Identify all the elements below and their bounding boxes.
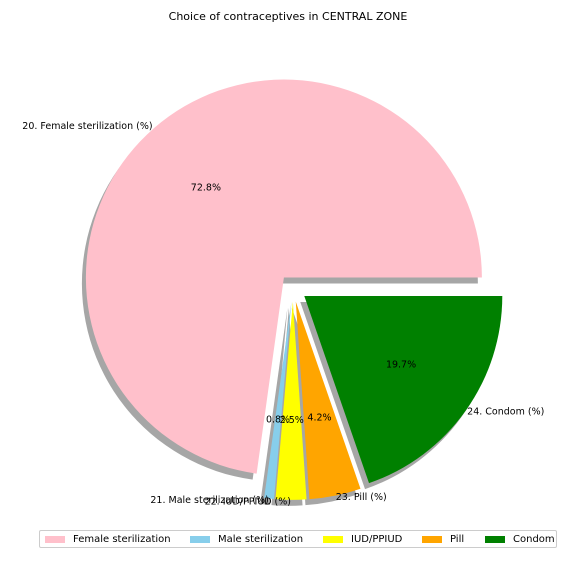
slice-label-condom: 24. Condom (%) bbox=[467, 407, 544, 418]
legend-label: IUD/PPIUD bbox=[351, 534, 403, 545]
slice-percent-iud-ppiud: 2.5% bbox=[280, 415, 304, 426]
legend-swatch bbox=[422, 536, 442, 543]
legend-label: Male sterilization bbox=[218, 534, 304, 545]
legend-swatch bbox=[45, 536, 65, 543]
pie-slice-condom bbox=[304, 296, 503, 484]
pie-slice-iud-ppiud bbox=[275, 301, 307, 500]
legend-swatch bbox=[323, 536, 343, 543]
pie-slice-pill bbox=[295, 301, 361, 500]
slice-percent-male-sterilization: 0.8% bbox=[266, 414, 290, 425]
slice-label-pill: 23. Pill (%) bbox=[336, 492, 387, 503]
legend-label: Female sterilization bbox=[73, 534, 171, 545]
slice-percent-pill: 4.2% bbox=[307, 412, 331, 423]
pie-slice-shadow-male-sterilization bbox=[260, 307, 288, 506]
legend-label: Pill bbox=[450, 534, 465, 545]
slice-label-female-sterilization: 20. Female sterilization (%) bbox=[22, 121, 152, 132]
slice-percent-female-sterilization: 72.8% bbox=[191, 182, 221, 193]
slice-percent-condom: 19.7% bbox=[386, 359, 416, 370]
slice-label-iud-ppiud: 22. IUD/PPIUD (%) bbox=[205, 496, 291, 507]
chart-legend: Female sterilization Male sterilization IU… bbox=[39, 530, 557, 548]
legend-swatch bbox=[485, 536, 505, 543]
pie-slice-female-sterilization bbox=[85, 79, 482, 474]
slice-label-male-sterilization: 21. Male sterilization (%) bbox=[150, 495, 268, 506]
chart-title: Choice of contraceptives in CENTRAL ZONE bbox=[168, 10, 408, 23]
legend-label: Condom bbox=[513, 534, 555, 545]
pie-slice-male-sterilization bbox=[264, 301, 292, 500]
legend-swatch bbox=[190, 536, 210, 543]
